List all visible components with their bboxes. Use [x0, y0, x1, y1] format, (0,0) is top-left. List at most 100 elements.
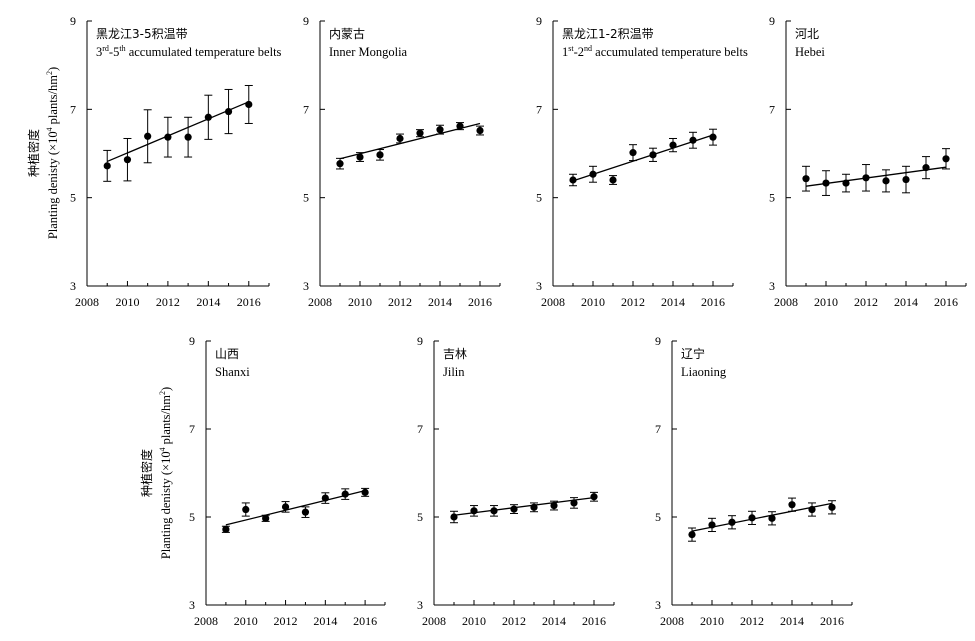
- data-point: [942, 155, 950, 163]
- y-tick-label: 7: [417, 422, 423, 436]
- data-point: [550, 501, 558, 510]
- data-point: [436, 126, 444, 134]
- data-point: [490, 507, 498, 515]
- y-tick-label: 5: [189, 510, 195, 524]
- x-tick-label: 2008: [422, 614, 446, 628]
- x-tick-label: 2014: [428, 295, 452, 309]
- y-tick-label: 7: [70, 102, 76, 116]
- data-point: [361, 488, 369, 496]
- data-point: [164, 133, 172, 141]
- y-axis-title-cn: 种植密度: [26, 129, 41, 177]
- y-tick-label: 7: [536, 102, 542, 116]
- data-point: [569, 176, 577, 184]
- x-tick-label: 2016: [701, 295, 725, 309]
- x-tick-label: 2008: [194, 614, 218, 628]
- y-axis-title-en: Planting denisty (×104 plants/hm2): [158, 387, 173, 559]
- x-tick-label: 2010: [700, 614, 724, 628]
- x-tick-label: 2008: [774, 295, 798, 309]
- x-tick-label: 2016: [820, 614, 844, 628]
- x-tick-label: 2010: [462, 614, 486, 628]
- y-tick-label: 9: [70, 14, 76, 28]
- data-point: [728, 518, 736, 526]
- data-point: [245, 100, 253, 109]
- data-point: [456, 122, 464, 130]
- data-point: [768, 514, 776, 522]
- y-axis-title-bottom: 种植密度 Planting denisty (×104 plants/hm2): [139, 387, 173, 559]
- data-point: [629, 149, 637, 157]
- y-axis-title-top: 种植密度 Planting denisty (×104 plants/hm2): [26, 67, 60, 239]
- x-tick-label: 2014: [661, 295, 685, 309]
- data-point: [828, 503, 836, 511]
- x-tick-label: 2012: [156, 295, 180, 309]
- x-tick-label: 2016: [934, 295, 958, 309]
- data-point: [902, 175, 910, 184]
- data-point: [204, 113, 212, 121]
- panel-title-cn: 内蒙古: [329, 26, 365, 41]
- data-point: [589, 170, 597, 178]
- data-point: [748, 514, 756, 522]
- x-tick-label: 2012: [388, 295, 412, 309]
- data-point: [689, 136, 697, 144]
- panel-7: 3 5 7 9 2008 2010 2012 2014 2016 辽宁 Liaoning: [655, 334, 853, 628]
- x-tick-label: 2010: [115, 295, 139, 309]
- data-point: [184, 133, 192, 141]
- x-tick-label: 2008: [308, 295, 332, 309]
- panel-4: 3 5 7 9 2008 2010 2012 2014 2016 河北 Hebei: [769, 14, 967, 309]
- x-tick-label: 2016: [353, 614, 377, 628]
- x-tick-label: 2016: [582, 614, 606, 628]
- data-point: [450, 513, 458, 521]
- data-point: [510, 505, 518, 513]
- x-tick-label: 2012: [854, 295, 878, 309]
- panel-1: 3 5 7 9 2008 2010 2012 2014 2016 黑龙江3-5积温带 3rd-5th…: [70, 14, 282, 309]
- panel-title-en: 1st-2nd accumulated temperature belts: [562, 44, 748, 59]
- data-point: [822, 179, 830, 187]
- data-point: [281, 503, 290, 511]
- data-point: [788, 501, 796, 509]
- data-point: [842, 179, 850, 187]
- x-tick-label: 2012: [621, 295, 645, 309]
- x-tick-label: 2012: [274, 614, 298, 628]
- data-point: [688, 531, 696, 539]
- data-point: [416, 129, 424, 137]
- data-point: [530, 503, 538, 511]
- data-point: [301, 508, 310, 516]
- data-point: [103, 162, 111, 170]
- data-point: [808, 505, 816, 514]
- panel-title-en: Inner Mongolia: [329, 45, 408, 59]
- panel-3: 3 5 7 9 2008 2010 2012 2014 2016 黑龙江1-2积温带 1st-2nd…: [536, 14, 748, 309]
- x-tick-label: 2010: [814, 295, 838, 309]
- panel-title-cn: 河北: [795, 27, 819, 41]
- data-point: [376, 151, 384, 159]
- y-tick-label: 3: [536, 279, 542, 293]
- y-tick-label: 7: [655, 422, 661, 436]
- y-tick-label: 3: [189, 598, 195, 612]
- data-point: [336, 160, 344, 168]
- y-tick-label: 7: [189, 422, 195, 436]
- x-tick-label: 2016: [237, 295, 261, 309]
- panel-title-cn: 吉林: [443, 347, 467, 361]
- data-point: [321, 494, 329, 502]
- y-tick-label: 9: [536, 14, 542, 28]
- y-tick-label: 3: [769, 279, 775, 293]
- x-tick-label: 2014: [894, 295, 918, 309]
- trend-line: [453, 496, 595, 516]
- data-point: [476, 126, 484, 135]
- y-tick-label: 9: [655, 334, 661, 348]
- y-tick-label: 5: [70, 191, 76, 205]
- data-point: [882, 177, 890, 185]
- y-tick-label: 5: [303, 191, 309, 205]
- panel-title-cn: 黑龙江3-5积温带: [96, 27, 188, 41]
- x-tick-label: 2008: [541, 295, 565, 309]
- data-point: [649, 151, 657, 159]
- panel-6: 3 5 7 9 2008 2010 2012 2014 2016 吉林 Jilin: [417, 334, 615, 628]
- trend-line: [225, 489, 366, 526]
- panel-title-en: Jilin: [443, 365, 465, 379]
- x-tick-label: 2016: [468, 295, 492, 309]
- data-point: [396, 134, 404, 143]
- x-tick-label: 2010: [348, 295, 372, 309]
- data-point: [356, 153, 364, 161]
- y-axis-title-cn: 种植密度: [139, 449, 154, 497]
- y-tick-label: 3: [303, 279, 309, 293]
- data-point: [709, 133, 717, 141]
- panel-2: 3 5 7 9 2008 2010 2012 2014 2016 内蒙古 Inner Mongoli…: [303, 14, 501, 309]
